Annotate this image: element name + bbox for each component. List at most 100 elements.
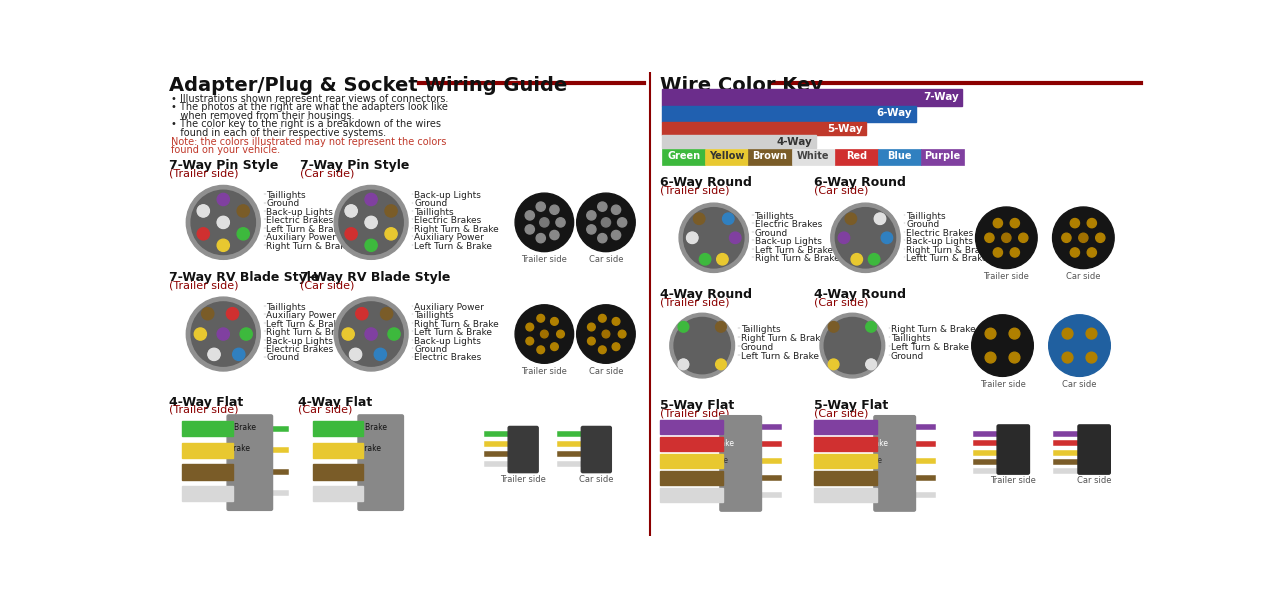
Text: Left Turn & Brake: Left Turn & Brake bbox=[266, 320, 344, 329]
Bar bbox=[660, 420, 723, 434]
Bar bbox=[662, 89, 963, 106]
Text: Taillights: Taillights bbox=[266, 303, 306, 312]
Text: Taillights: Taillights bbox=[891, 334, 931, 343]
Circle shape bbox=[874, 213, 886, 225]
Circle shape bbox=[686, 232, 698, 243]
Circle shape bbox=[550, 343, 558, 350]
Text: Electric Brakes: Electric Brakes bbox=[266, 345, 334, 354]
Circle shape bbox=[694, 213, 705, 225]
Text: (Trailer side): (Trailer side) bbox=[660, 297, 730, 307]
Text: Trailer side: Trailer side bbox=[991, 477, 1037, 485]
Text: Ground: Ground bbox=[741, 343, 774, 352]
Circle shape bbox=[975, 207, 1037, 268]
Text: Ground: Ground bbox=[415, 199, 448, 208]
Text: Green: Green bbox=[667, 150, 700, 161]
Circle shape bbox=[1010, 219, 1019, 228]
Circle shape bbox=[526, 323, 534, 331]
Circle shape bbox=[1087, 219, 1097, 228]
Bar bbox=[662, 149, 705, 164]
Text: Auxiliary Power: Auxiliary Power bbox=[266, 311, 337, 320]
Circle shape bbox=[618, 330, 626, 338]
Bar bbox=[814, 454, 877, 468]
Text: Ground: Ground bbox=[266, 353, 300, 362]
Circle shape bbox=[993, 219, 1002, 228]
Text: Adapter/Plug & Socket Wiring Guide: Adapter/Plug & Socket Wiring Guide bbox=[169, 76, 567, 95]
Circle shape bbox=[1070, 248, 1079, 257]
Text: Back-up Lights: Back-up Lights bbox=[266, 337, 333, 346]
Circle shape bbox=[602, 218, 611, 227]
Circle shape bbox=[868, 253, 879, 265]
Text: (Trailer side): (Trailer side) bbox=[169, 405, 239, 415]
Circle shape bbox=[197, 228, 210, 240]
Circle shape bbox=[202, 308, 214, 320]
FancyBboxPatch shape bbox=[227, 415, 273, 510]
Text: 4-Way Flat: 4-Way Flat bbox=[169, 396, 243, 409]
Circle shape bbox=[365, 328, 378, 340]
Circle shape bbox=[218, 216, 229, 229]
Text: Left Turn & Brake: Left Turn & Brake bbox=[266, 225, 344, 234]
Text: (Car side): (Car side) bbox=[298, 405, 352, 415]
Circle shape bbox=[385, 205, 397, 217]
Text: Ground: Ground bbox=[266, 199, 300, 208]
Text: Taillights: Taillights bbox=[315, 466, 349, 475]
Circle shape bbox=[865, 321, 877, 332]
Circle shape bbox=[1052, 207, 1114, 268]
Text: Taillights: Taillights bbox=[906, 212, 946, 221]
Text: Ground: Ground bbox=[817, 489, 845, 498]
Text: Back-up Lights: Back-up Lights bbox=[817, 422, 873, 431]
Text: Back-up Lights: Back-up Lights bbox=[755, 237, 822, 246]
Text: 7-Way RV Blade Style: 7-Way RV Blade Style bbox=[169, 271, 320, 284]
Circle shape bbox=[540, 218, 549, 227]
Circle shape bbox=[365, 193, 378, 205]
Circle shape bbox=[612, 343, 620, 350]
Circle shape bbox=[602, 330, 609, 338]
Text: (Trailer side): (Trailer side) bbox=[169, 169, 239, 178]
Text: Ground: Ground bbox=[891, 352, 924, 361]
Text: Left Turn & Brake: Left Turn & Brake bbox=[741, 352, 819, 361]
Circle shape bbox=[669, 313, 735, 378]
Circle shape bbox=[984, 233, 995, 243]
Text: Car side: Car side bbox=[1062, 380, 1097, 389]
Text: Taillights: Taillights bbox=[741, 324, 781, 334]
Circle shape bbox=[380, 308, 393, 320]
Text: Right Turn & Brake: Right Turn & Brake bbox=[817, 439, 888, 448]
Circle shape bbox=[349, 349, 362, 361]
Text: Right Turn & Brake: Right Turn & Brake bbox=[891, 324, 975, 334]
Text: Ground: Ground bbox=[184, 487, 212, 496]
Bar bbox=[183, 442, 233, 458]
Circle shape bbox=[699, 253, 710, 265]
Bar bbox=[662, 106, 916, 122]
Text: 4-Way Round: 4-Way Round bbox=[660, 288, 751, 301]
Text: Ground: Ground bbox=[755, 229, 787, 238]
Text: Red: Red bbox=[846, 150, 867, 161]
FancyBboxPatch shape bbox=[874, 415, 915, 511]
Circle shape bbox=[237, 228, 250, 240]
Circle shape bbox=[986, 352, 996, 363]
Circle shape bbox=[385, 228, 397, 240]
Text: Leftt Turn & Brake: Leftt Turn & Brake bbox=[906, 254, 988, 263]
Circle shape bbox=[197, 205, 210, 217]
Circle shape bbox=[550, 317, 558, 325]
Circle shape bbox=[365, 216, 378, 229]
Circle shape bbox=[526, 337, 534, 345]
Text: (Car side): (Car side) bbox=[814, 185, 868, 196]
Circle shape bbox=[678, 321, 689, 332]
Circle shape bbox=[684, 208, 744, 268]
Circle shape bbox=[599, 346, 607, 353]
Text: 7-Way RV Blade Style: 7-Way RV Blade Style bbox=[301, 271, 451, 284]
Text: (Trailer side): (Trailer side) bbox=[660, 409, 730, 419]
Text: Back-up Lights: Back-up Lights bbox=[266, 208, 333, 217]
Text: Left Turn & Brake: Left Turn & Brake bbox=[662, 456, 728, 465]
Text: Trailer side: Trailer side bbox=[521, 367, 567, 376]
Bar bbox=[814, 471, 877, 485]
Text: Taillights: Taillights bbox=[415, 208, 454, 217]
Circle shape bbox=[851, 253, 863, 265]
Circle shape bbox=[612, 205, 621, 214]
Circle shape bbox=[550, 231, 559, 240]
Circle shape bbox=[1079, 233, 1088, 243]
Circle shape bbox=[536, 314, 544, 322]
Text: 7-Way Pin Style: 7-Way Pin Style bbox=[169, 160, 279, 172]
Text: Left Turn & Brake: Left Turn & Brake bbox=[415, 328, 493, 337]
Text: Right Turn & Brake: Right Turn & Brake bbox=[415, 225, 499, 234]
FancyBboxPatch shape bbox=[508, 426, 538, 473]
